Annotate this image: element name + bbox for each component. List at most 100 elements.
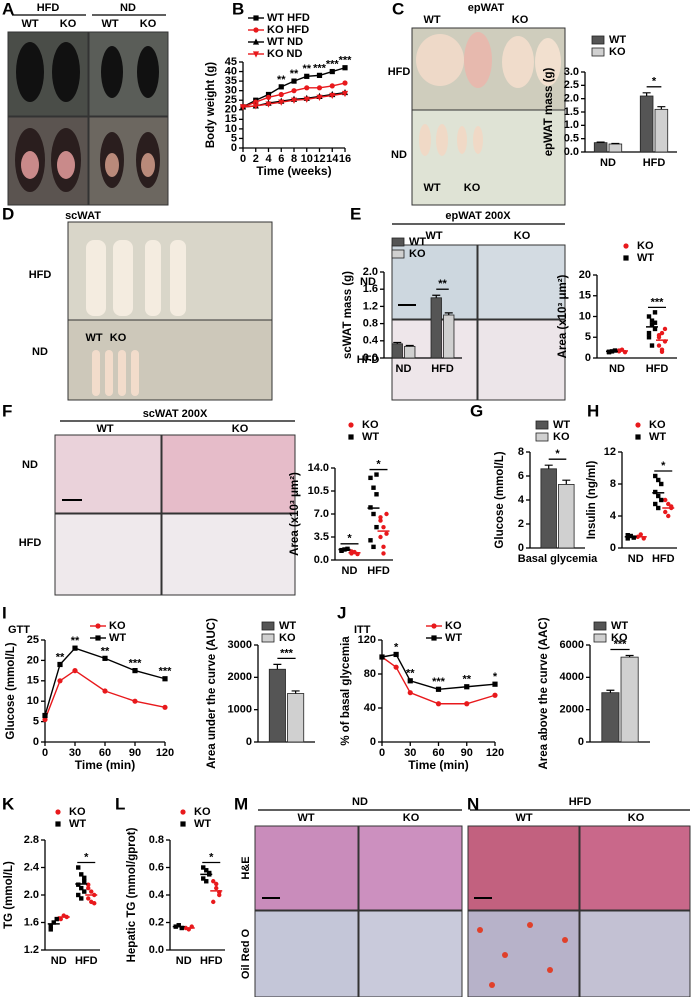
panel-letter: K [2, 794, 15, 813]
y-tick-label: 45 [225, 56, 237, 68]
marker [201, 876, 206, 881]
y-tick-label: 20 [225, 104, 237, 116]
significance: * [209, 851, 214, 863]
series-line [44, 647, 166, 716]
marker [374, 492, 379, 497]
marker [656, 505, 661, 511]
column-label: WT [423, 14, 440, 26]
y-tick-label: 1.5 [564, 106, 579, 118]
row-label: HFD [19, 537, 42, 549]
y-tick-label: 20 [579, 269, 591, 281]
legend-label: WT [409, 236, 426, 248]
marker [348, 434, 354, 440]
y-tick-label: 0.8 [149, 834, 164, 846]
marker [42, 716, 48, 723]
marker [265, 94, 272, 100]
y-tick-label: 0 [246, 736, 252, 748]
marker [253, 15, 259, 21]
marker [339, 548, 344, 553]
legend-label: KO [69, 806, 86, 818]
y-tick-label: 0.8 [363, 318, 378, 330]
marker [265, 101, 272, 108]
mouse [16, 42, 44, 102]
marker [659, 497, 664, 503]
tissue-label: scWAT [65, 210, 101, 222]
y-tick-label: 40 [364, 702, 376, 714]
significance: * [652, 76, 657, 88]
x-tick-label: HFD [75, 955, 98, 967]
y-tick-label: 0.0 [149, 944, 164, 956]
marker [656, 477, 661, 483]
y-axis-label: Body weight (g) [205, 62, 217, 148]
significance: ** [406, 668, 415, 680]
error-bar [273, 663, 282, 670]
legend-label: WT [609, 34, 626, 46]
legend-label: KO [445, 620, 462, 632]
significance: *** [159, 666, 173, 678]
photo [579, 825, 691, 911]
marker [464, 701, 470, 707]
y-tick-label: 0 [33, 736, 39, 748]
x-tick-label: 4 [265, 153, 272, 165]
tissue-label: epWAT [468, 2, 505, 14]
marker [653, 473, 658, 479]
error-bar [611, 142, 620, 145]
y-axis-label: Glucose (mmol/L) [5, 642, 17, 739]
y-tick-label: 1.2 [363, 300, 378, 312]
y-tick-label: 30 [225, 85, 237, 97]
y-tick-label: 10 [225, 123, 237, 135]
marker [646, 330, 652, 336]
x-tick-label: 120 [156, 747, 174, 759]
legend-swatch [535, 432, 549, 442]
significance: ** [302, 63, 311, 75]
marker [378, 515, 383, 520]
row-label: ND [32, 346, 48, 358]
legend-label: KO [649, 419, 666, 431]
legend-swatch [591, 35, 605, 45]
panel-letter: J [337, 603, 346, 622]
x-tick-label: ND [628, 553, 644, 565]
photo [54, 513, 162, 596]
marker [341, 90, 349, 98]
legend-swatch [391, 249, 405, 259]
bar [601, 692, 620, 743]
x-tick-label: 30 [69, 747, 81, 759]
x-tick-label: HFD [652, 553, 675, 565]
photo [161, 434, 296, 514]
marker [57, 661, 63, 668]
legend-swatch [261, 633, 275, 643]
series-line [44, 669, 166, 720]
marker [431, 635, 437, 641]
column-label: WT [425, 230, 442, 242]
significance: * [394, 641, 399, 653]
inset-label: WT [423, 182, 440, 194]
marker [207, 870, 212, 876]
marker [606, 349, 612, 355]
y-tick-label: 0 [231, 142, 237, 154]
x-tick-label: 8 [291, 153, 297, 165]
column-label: WT [297, 812, 314, 824]
marker [79, 885, 84, 891]
y-axis-label: % of basal glycemia [340, 636, 352, 746]
x-tick-label: ND [609, 363, 625, 375]
y-tick-label: 35 [225, 75, 237, 87]
marker [381, 544, 386, 550]
legend-label: WT [445, 632, 462, 644]
error-bar [291, 690, 300, 694]
marker [407, 678, 413, 684]
column-label: KO [140, 18, 157, 30]
y-tick-label: 5 [33, 716, 39, 728]
y-tick-label: 15 [27, 675, 39, 687]
bar [593, 142, 608, 153]
tissue [436, 124, 448, 156]
bar [404, 345, 416, 359]
marker [214, 881, 219, 887]
marker [76, 892, 81, 898]
mouse [52, 42, 80, 102]
y-tick-label: 3.0 [564, 66, 579, 78]
photo-panel-d: D scWAT WT KO HFD ND WT KO [2, 204, 273, 401]
x-tick-label: 12 [313, 153, 325, 165]
marker [48, 923, 53, 929]
inset-label: KO [464, 182, 481, 194]
marker [48, 927, 53, 932]
